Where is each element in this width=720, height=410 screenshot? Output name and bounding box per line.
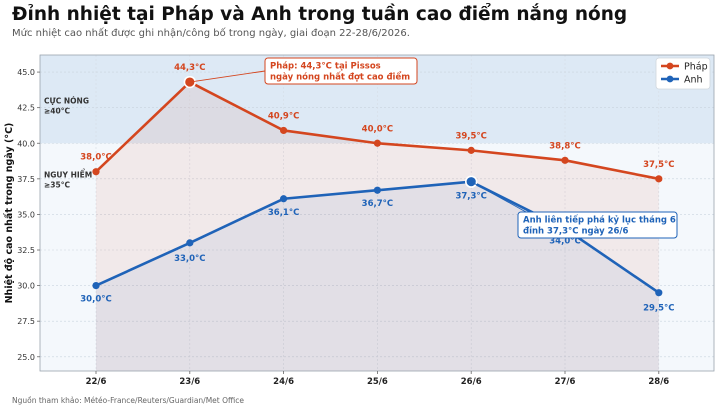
legend-swatch-marker [666,62,674,70]
data-point [373,139,381,147]
annotation-text: Pháp: 44,3°C tại Pissos [270,62,381,72]
data-point [373,186,381,194]
y-tick-label: 35.0 [17,210,35,219]
y-tick-label: 30.0 [17,282,35,291]
x-tick-label: 25/6 [367,377,388,387]
data-point [561,156,569,164]
data-label: 40,0°C [362,124,393,134]
data-point [280,195,288,203]
y-tick-label: 42.5 [17,104,35,113]
y-tick-label: 40.0 [17,139,35,148]
data-label: 33,0°C [174,254,205,264]
data-point [655,175,663,183]
data-point [655,289,663,297]
x-tick-label: 22/6 [86,377,107,387]
y-axis-label: Nhiệt độ cao nhất trong ngày (°C) [4,123,15,304]
annotation-connector [189,70,266,83]
y-tick-label: 32.5 [17,246,35,255]
data-label: 36,7°C [362,199,393,209]
data-label: 29,5°C [643,304,674,314]
band-label-danger-threshold: ≥35°C [44,180,70,189]
x-tick-label: 28/6 [648,377,669,387]
data-label: 44,3°C [174,63,205,73]
data-label: 37,5°C [643,160,674,170]
data-point [186,239,194,247]
data-label: 34,0°C [549,237,580,247]
y-tick-label: 27.5 [17,317,35,326]
y-tick-label: 37.5 [17,175,35,184]
line-chart: CỰC NÓNG≥40°C NGUY HIỂM≥35°C 25.0 27.5 30.0… [4,54,715,387]
data-label: 38,8°C [549,141,580,151]
annotation-text: đỉnh 37,3°C ngày 26/6 [523,226,629,237]
legend-swatch-marker [666,75,674,83]
legend-label: Pháp [684,62,708,73]
data-label: 30,0°C [80,295,111,305]
data-point [280,126,288,135]
x-tick-label: 26/6 [461,377,482,387]
data-label: 39,5°C [455,131,486,141]
source-note: Nguồn tham khảo: Météo-France/Reuters/Gu… [12,396,245,405]
band-label-extreme: CỰC NÓNG [44,96,89,105]
data-label: 36,1°C [268,208,299,218]
annotation-text: ngày nóng nhất đợt cao điểm [270,71,410,83]
data-label: 40,9°C [268,111,299,121]
y-tick-label: 45.0 [17,68,35,77]
annotation-box [264,57,418,85]
series-area-0 [96,82,659,371]
x-tick-label: 23/6 [179,377,200,387]
legend-label: Anh [684,75,703,86]
band-label-extreme-threshold: ≥40°C [44,106,70,115]
annotation-box [517,211,678,239]
data-label: 37,3°C [455,192,486,202]
data-point [92,281,100,290]
y-tick-label: 25.0 [17,353,35,362]
data-point [92,168,100,176]
annotation-connector [470,181,527,213]
chart-subtitle: Mức nhiệt cao nhất được ghi nhận/công bố… [12,28,410,39]
annotation-text: Anh liên tiếp phá kỷ lục tháng 6 [523,215,676,226]
x-tick-label: 27/6 [555,377,576,387]
x-tick-label: 24/6 [273,377,294,387]
data-label: 38,0°C [80,153,111,163]
chart-title: Đỉnh nhiệt tại Pháp và Anh trong tuần ca… [12,4,628,25]
data-point [467,146,475,154]
band-label-danger: NGUY HIỂM [44,169,92,179]
